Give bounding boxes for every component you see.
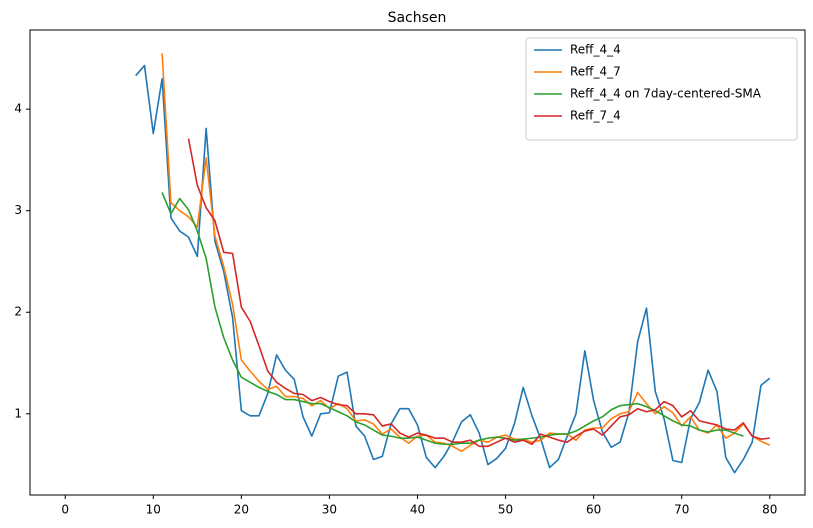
legend-label: Reff_4_4 [570, 43, 621, 57]
y-tick-label: 1 [14, 406, 22, 420]
y-tick-label: 3 [14, 203, 22, 217]
x-tick-label: 40 [410, 503, 425, 517]
series-line [161, 192, 744, 446]
x-tick-label: 60 [586, 503, 601, 517]
series-line [187, 138, 770, 448]
legend-label: Reff_4_7 [570, 65, 621, 79]
series-line [161, 53, 771, 453]
series-line [135, 64, 771, 474]
x-tick-label: 80 [762, 503, 777, 517]
chart-title: Sachsen [388, 10, 447, 26]
x-tick-label: 50 [498, 503, 513, 517]
x-tick-label: 30 [322, 503, 337, 517]
x-tick-label: 20 [234, 503, 249, 517]
legend-label: Reff_4_4 on 7day-centered-SMA [570, 87, 762, 101]
x-tick-label: 0 [61, 503, 69, 517]
legend-box [525, 37, 798, 141]
y-tick-label: 2 [14, 305, 22, 319]
x-tick-label: 10 [146, 503, 161, 517]
legend-label: Reff_7_4 [570, 109, 621, 123]
y-tick-label: 4 [14, 102, 22, 116]
legend: Reff_4_4 Reff_4_7 Reff_4_4 on 7day-centere… [525, 37, 798, 141]
plot-frame [29, 29, 806, 496]
x-tick-label: 70 [674, 503, 689, 517]
